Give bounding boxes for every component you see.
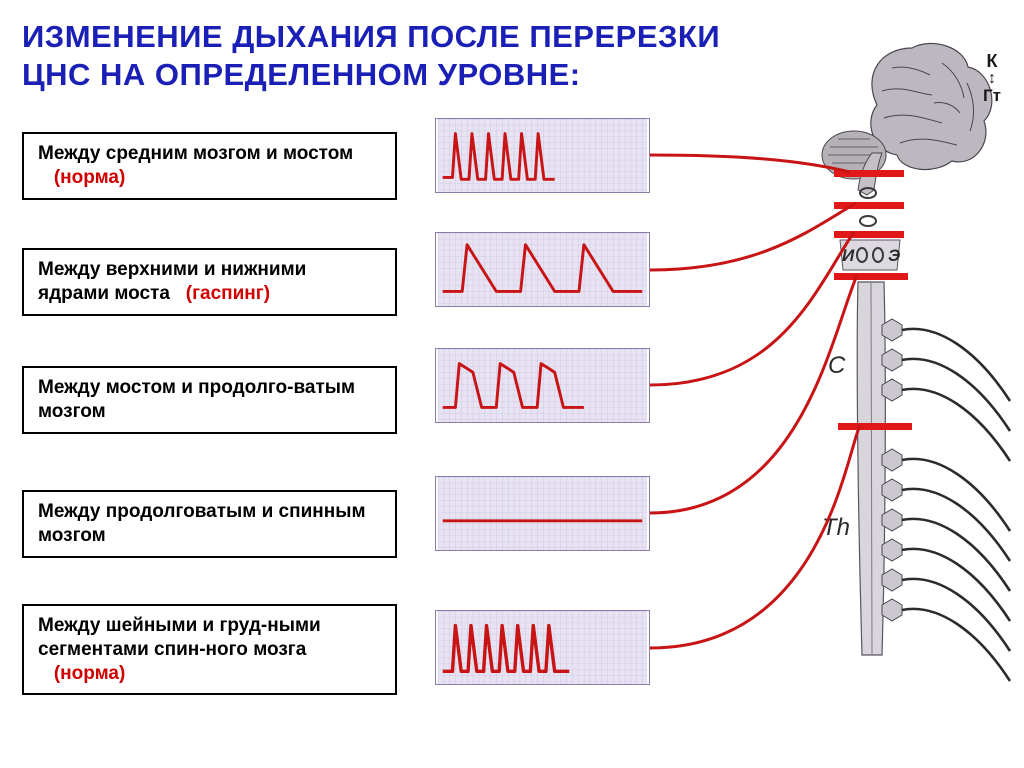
cervical-segments	[882, 319, 1010, 461]
label-I: И	[842, 246, 855, 265]
cut-marker-2	[834, 202, 904, 209]
label-annot-2: (гаспинг)	[186, 283, 270, 304]
transection-row-5: Между шейными и груд-ными сегментами спи…	[22, 604, 397, 695]
label-annot-1: (норма)	[54, 167, 125, 188]
transection-row-2: Между верхними и нижними ядрами моста (г…	[22, 248, 397, 316]
label-arrow: ↕	[988, 70, 996, 87]
label-annot-5: (норма)	[54, 663, 125, 684]
label-box-2: Между верхними и нижними ядрами моста (г…	[22, 248, 397, 316]
waveform-gasping	[435, 232, 650, 307]
label-K: К	[987, 51, 999, 71]
label-Th: Th	[822, 514, 850, 541]
transection-row-3: Между мостом и продолго-ватым мозгом	[22, 366, 397, 434]
label-text-3: Между мостом и продолго-ватым мозгом	[38, 377, 355, 422]
label-box-4: Между продолговатым и спинным мозгом	[22, 490, 397, 558]
label-text-4: Между продолговатым и спинным мозгом	[38, 501, 366, 546]
transection-row-1: Между средним мозгом и мостом (норма)	[22, 132, 397, 200]
title-line1: ИЗМЕНЕНИЕ ДЫХАНИЯ ПОСЛЕ ПЕРЕРЕЗКИ	[22, 19, 720, 54]
cut-marker-5	[838, 423, 912, 430]
cut-marker-4	[834, 273, 908, 280]
waveform-apneustic	[435, 348, 650, 423]
label-box-1: Между средним мозгом и мостом (норма)	[22, 132, 397, 200]
transection-row-4: Между продолговатым и спинным мозгом	[22, 490, 397, 558]
label-text-5: Между шейными и груд-ными сегментами спи…	[38, 615, 321, 660]
label-box-5: Между шейными и груд-ными сегментами спи…	[22, 604, 397, 695]
label-text-1: Между средним мозгом и мостом	[38, 143, 353, 164]
thoracic-segments	[882, 449, 1010, 681]
label-box-3: Между мостом и продолго-ватым мозгом	[22, 366, 397, 434]
title-line2: ЦНС НА ОПРЕДЕЛЕННОМ УРОВНЕ:	[22, 57, 581, 92]
nucleus-oval-2	[860, 216, 876, 226]
waveform-normal-2	[435, 610, 650, 685]
label-E: Э	[888, 246, 900, 265]
waveform-normal-1	[435, 118, 650, 193]
cns-anatomy-diagram: И Э C Th К ↕ Гт	[782, 35, 1014, 753]
cut-marker-1	[834, 170, 904, 177]
cut-marker-3	[834, 231, 904, 238]
label-C: C	[828, 352, 846, 379]
label-Gt: Гт	[983, 86, 1001, 105]
diagram-title: ИЗМЕНЕНИЕ ДЫХАНИЯ ПОСЛЕ ПЕРЕРЕЗКИ ЦНС НА…	[22, 18, 720, 94]
brain-cerebrum	[871, 43, 992, 169]
waveform-flat	[435, 476, 650, 551]
